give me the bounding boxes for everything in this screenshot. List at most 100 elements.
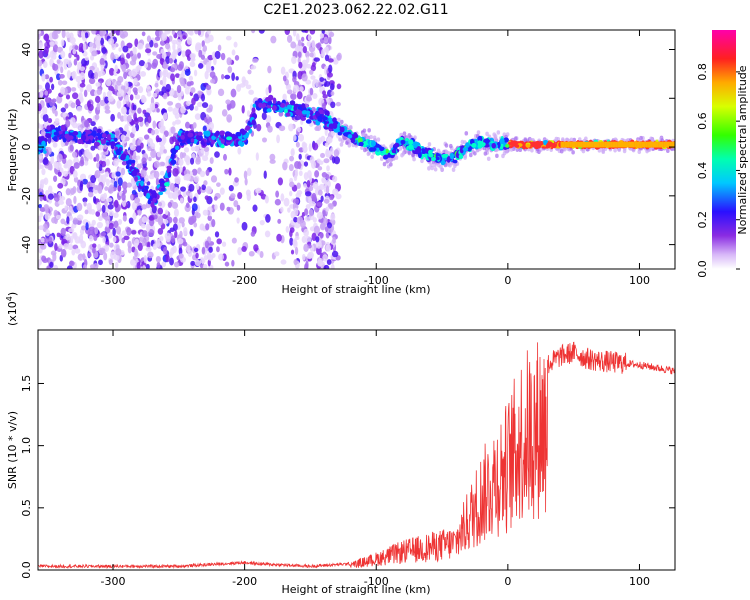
spectrogram-cell [308, 143, 312, 152]
spectrogram-cell [98, 247, 105, 255]
spectrogram-cell [50, 83, 55, 91]
spectrogram-cell [122, 106, 127, 115]
spectrogram-cell [440, 167, 444, 172]
spectrogram-cell [258, 102, 263, 108]
spectrogram-cell [282, 93, 287, 101]
spectrogram-cell [367, 128, 371, 133]
spectrogram-cell [112, 236, 117, 243]
spectrogram-cell [93, 234, 98, 242]
spectrogram-cell [320, 195, 324, 202]
spectrogram-cell [234, 177, 239, 183]
spectrogram-cell [162, 92, 168, 100]
spectrogram-cell [311, 62, 316, 68]
spectrogram-cell [204, 240, 210, 249]
spectrogram-cell [96, 162, 100, 169]
spectrogram-cell [270, 35, 277, 44]
spectrogram-cell [160, 187, 166, 192]
spectrogram-cell [535, 140, 540, 147]
spectrogram-cell [161, 52, 167, 60]
spectrogram-cell [49, 76, 54, 83]
spectrogram-cell [295, 141, 300, 148]
spectrogram-cell [166, 216, 173, 224]
spectrogram-cell [107, 90, 112, 98]
spectrogram-cell [169, 58, 174, 64]
spectrogram-cell [159, 182, 165, 188]
spectrogram-cell [53, 135, 58, 142]
spectrogram-cell [95, 211, 101, 217]
spectrogram-cell [318, 137, 322, 145]
spectrogram-cell [201, 184, 206, 191]
spectrogram-cell [137, 52, 141, 59]
spectrogram-cell [298, 170, 303, 177]
spectrogram-cell [213, 132, 219, 137]
spectrogram-cell [140, 71, 147, 77]
spectrogram-cell [308, 197, 313, 205]
spectrogram-cell [394, 155, 399, 160]
spectrogram-cell [83, 119, 90, 128]
spectrogram-cell [186, 138, 193, 144]
spectrogram-cell [186, 81, 192, 87]
spectrogram-cell [155, 177, 160, 187]
spectrogram-cell [60, 107, 66, 113]
spectrogram-cell [79, 159, 85, 167]
spectrogram-cell [49, 261, 54, 268]
spectrogram-cell [309, 69, 314, 75]
spectrogram-cell [51, 105, 56, 114]
spectrogram-cell [122, 45, 129, 53]
spectrogram-cell [197, 30, 202, 36]
spectrogram-cell [156, 53, 162, 60]
spectrogram-cell [99, 30, 106, 37]
spectrogram-cell [165, 235, 171, 243]
spectrogram-cell [319, 33, 325, 39]
spectrogram-cell [114, 199, 119, 208]
spectrogram-cell [105, 79, 112, 87]
x-tick-label: 0 [504, 274, 511, 287]
spectrogram-cell [150, 201, 155, 208]
spectrogram-cell [245, 132, 250, 137]
spectrogram-cell [236, 217, 240, 224]
spectrogram-cell [117, 111, 122, 119]
spectrogram-cell [398, 146, 403, 151]
spectrogram-cell [391, 149, 396, 154]
spectrogram-cell [110, 251, 116, 259]
spectrogram-cell [459, 147, 464, 154]
spectrogram-cell [327, 136, 332, 144]
spectrogram-cell [71, 122, 78, 129]
spectrogram-cell [325, 206, 330, 212]
spectrogram-cell [124, 124, 129, 132]
spectrogram-cell [577, 141, 580, 148]
spectrogram-cell [102, 236, 106, 244]
spectrogram-cell [491, 142, 497, 149]
spectrogram-cell [174, 119, 181, 125]
spectrogram-cell [132, 212, 137, 221]
spectrogram-cell [144, 48, 152, 54]
spectrogram-cell [121, 160, 127, 166]
spectrogram-cell [427, 166, 431, 171]
spectrogram-cell [190, 57, 196, 62]
spectrogram-cell [44, 42, 48, 48]
spectrogram-cell [91, 219, 96, 226]
spectrogram-cell [264, 96, 271, 103]
spectrogram-cell [172, 245, 177, 254]
spectrogram-cell [578, 141, 581, 148]
spectrogram-cell [305, 79, 312, 85]
spectrogram-cell [94, 141, 100, 147]
spectrogram-cell [115, 149, 120, 155]
spectrogram-cell [103, 192, 108, 200]
spectrogram-cell [159, 70, 163, 78]
spectrogram-cell [88, 77, 96, 85]
colorbar-label: Normalized spectral amplitude [736, 65, 749, 234]
spectrogram-cell [122, 199, 127, 208]
spectrogram-cell [296, 33, 300, 42]
spectrogram-cell [131, 189, 137, 196]
spectrogram-cell [38, 239, 41, 245]
spectrogram-cell [101, 204, 106, 213]
spectrogram-cell [636, 141, 639, 148]
spectrogram-cell [274, 251, 280, 257]
spectrogram-cell [326, 222, 332, 229]
spectrogram-cell [150, 149, 157, 159]
spectrogram-cell [261, 137, 267, 143]
spectrogram-cell [197, 62, 204, 69]
spectrogram-cell [41, 255, 47, 262]
spectrogram-cell [246, 167, 252, 177]
